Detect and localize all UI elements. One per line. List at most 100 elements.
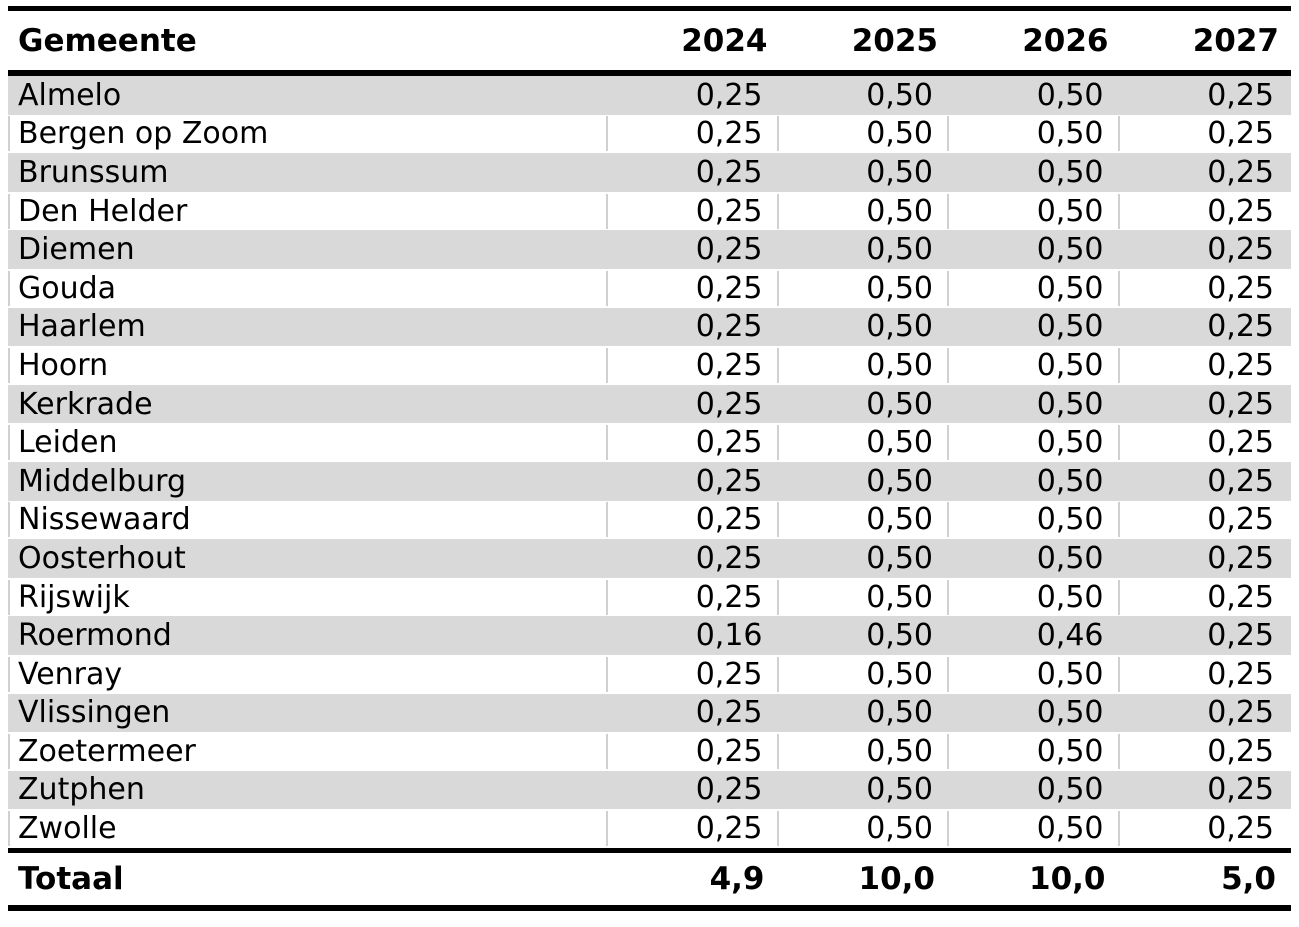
row-value-cell: 0,25: [695, 154, 763, 190]
row-value-cell: 0,50: [866, 695, 933, 731]
row-gemeente-cell: Venray: [8, 656, 606, 692]
total-top-rule: [8, 847, 1291, 853]
row-value-cell: 0,50: [866, 463, 933, 499]
row-value-cell: 0,50: [776, 579, 948, 615]
header-cell-year-2025: 2025: [851, 22, 938, 59]
row-value-cell: 0,50: [947, 733, 1118, 769]
total-row: Totaal 4,9 10,0 10,0 5,0: [8, 853, 1291, 905]
row-value-cell: 0,25: [695, 772, 763, 808]
row-value-cell: 0,25: [606, 502, 777, 538]
row-value-cell: 0,25: [1207, 386, 1274, 422]
table-row: Bergen op Zoom 0,25 0,50 0,50 0,25: [8, 115, 1291, 154]
row-value-cell: 0,50: [1036, 463, 1104, 499]
row-value-cell: 0,50: [776, 425, 948, 461]
total-value-2024: 4,9: [709, 860, 765, 897]
row-value-cell: 0,50: [1036, 309, 1104, 345]
table-body: Almelo 0,25 0,50 0,50 0,25 Bergen op Zoo…: [8, 76, 1291, 848]
row-value-cell: 0,50: [947, 270, 1118, 306]
table-row: Zoetermeer 0,25 0,50 0,50 0,25: [8, 732, 1291, 771]
row-value-cell: 0,25: [606, 270, 777, 306]
row-value-cell: 0,50: [776, 811, 948, 847]
table-row: Venray 0,25 0,50 0,50 0,25: [8, 655, 1291, 694]
row-gemeente-cell: Diemen: [18, 232, 135, 268]
table-row: Roermond 0,16 0,50 0,46 0,25: [8, 616, 1291, 655]
row-gemeente-cell: Haarlem: [18, 309, 146, 345]
row-value-cell: 0,50: [866, 77, 933, 113]
row-gemeente-cell: Den Helder: [8, 193, 606, 229]
row-value-cell: 0,50: [1036, 540, 1104, 576]
bottom-rule: [8, 904, 1291, 911]
row-value-cell: 0,50: [1036, 772, 1104, 808]
row-value-cell: 0,25: [695, 695, 763, 731]
row-value-cell: 0,50: [776, 502, 948, 538]
row-value-cell: 0,25: [1117, 270, 1289, 306]
row-value-cell: 0,25: [695, 77, 763, 113]
municipality-year-table: Gemeente 2024 2025 2026 2027 Almelo 0,25…: [8, 6, 1291, 911]
row-gemeente-cell: Rijswijk: [8, 579, 606, 615]
row-gemeente-cell: Kerkrade: [18, 386, 153, 422]
row-value-cell: 0,50: [1036, 232, 1104, 268]
table-header-row: Gemeente 2024 2025 2026 2027: [8, 11, 1291, 70]
row-value-cell: 0,25: [695, 463, 763, 499]
table-row: Diemen 0,25 0,50 0,50 0,25: [8, 230, 1291, 269]
row-value-cell: 0,25: [1207, 154, 1274, 190]
header-rule: [8, 70, 1291, 76]
row-value-cell: 0,50: [1036, 154, 1104, 190]
row-value-cell: 0,50: [1036, 77, 1104, 113]
table-row: Oosterhout 0,25 0,50 0,50 0,25: [8, 539, 1291, 578]
row-value-cell: 0,25: [606, 733, 777, 769]
row-value-cell: 0,50: [947, 193, 1118, 229]
row-value-cell: 0,50: [776, 347, 948, 383]
header-cell-gemeente: Gemeente: [18, 22, 197, 59]
row-gemeente-cell: Bergen op Zoom: [8, 116, 606, 152]
row-value-cell: 0,25: [1117, 502, 1289, 538]
row-value-cell: 0,50: [947, 425, 1118, 461]
row-gemeente-cell: Zwolle: [8, 811, 606, 847]
row-value-cell: 0,25: [1117, 733, 1289, 769]
row-value-cell: 0,25: [1207, 618, 1274, 654]
table-row: Zwolle 0,25 0,50 0,50 0,25: [8, 809, 1291, 848]
table-row: Almelo 0,25 0,50 0,50 0,25: [8, 76, 1291, 115]
total-value-2026: 10,0: [1029, 860, 1106, 897]
row-value-cell: 0,25: [1207, 772, 1274, 808]
row-value-cell: 0,25: [1117, 656, 1289, 692]
row-value-cell: 0,25: [1207, 77, 1274, 113]
row-value-cell: 0,25: [1207, 309, 1274, 345]
row-value-cell: 0,25: [606, 193, 777, 229]
row-value-cell: 0,25: [1117, 425, 1289, 461]
table-row: Haarlem 0,25 0,50 0,50 0,25: [8, 307, 1291, 347]
row-value-cell: 0,25: [695, 386, 763, 422]
row-value-cell: 0,50: [947, 347, 1118, 383]
row-value-cell: 0,50: [947, 116, 1118, 152]
row-value-cell: 0,50: [866, 386, 933, 422]
table-row: Nissewaard 0,25 0,50 0,50 0,25: [8, 501, 1291, 540]
table-row: Kerkrade 0,25 0,50 0,50 0,25: [8, 384, 1291, 424]
row-value-cell: 0,50: [947, 811, 1118, 847]
row-value-cell: 0,50: [947, 579, 1118, 615]
row-value-cell: 0,25: [1117, 116, 1289, 152]
row-value-cell: 0,25: [1117, 579, 1289, 615]
row-value-cell: 0,25: [1207, 540, 1274, 576]
row-gemeente-cell: Zoetermeer: [8, 733, 606, 769]
row-value-cell: 0,50: [947, 502, 1118, 538]
row-value-cell: 0,50: [776, 656, 948, 692]
row-value-cell: 0,25: [606, 347, 777, 383]
row-value-cell: 0,50: [866, 618, 933, 654]
row-gemeente-cell: Leiden: [8, 425, 606, 461]
row-gemeente-cell: Vlissingen: [18, 695, 171, 731]
row-value-cell: 0,50: [866, 772, 933, 808]
total-value-2025: 10,0: [858, 860, 936, 897]
row-gemeente-cell: Roermond: [18, 618, 172, 654]
row-value-cell: 0,25: [1117, 811, 1289, 847]
row-value-cell: 0,16: [695, 618, 763, 654]
table-row: Brunssum 0,25 0,50 0,50 0,25: [8, 153, 1291, 192]
row-gemeente-cell: Oosterhout: [18, 540, 186, 576]
table-row: Rijswijk 0,25 0,50 0,50 0,25: [8, 578, 1291, 617]
row-value-cell: 0,50: [1036, 386, 1104, 422]
row-value-cell: 0,50: [866, 309, 933, 345]
header-cell-year-2026: 2026: [1022, 22, 1109, 59]
total-label-cell: Totaal: [18, 860, 124, 897]
row-value-cell: 0,25: [695, 309, 763, 345]
row-gemeente-cell: Nissewaard: [8, 502, 606, 538]
row-value-cell: 0,50: [776, 733, 948, 769]
